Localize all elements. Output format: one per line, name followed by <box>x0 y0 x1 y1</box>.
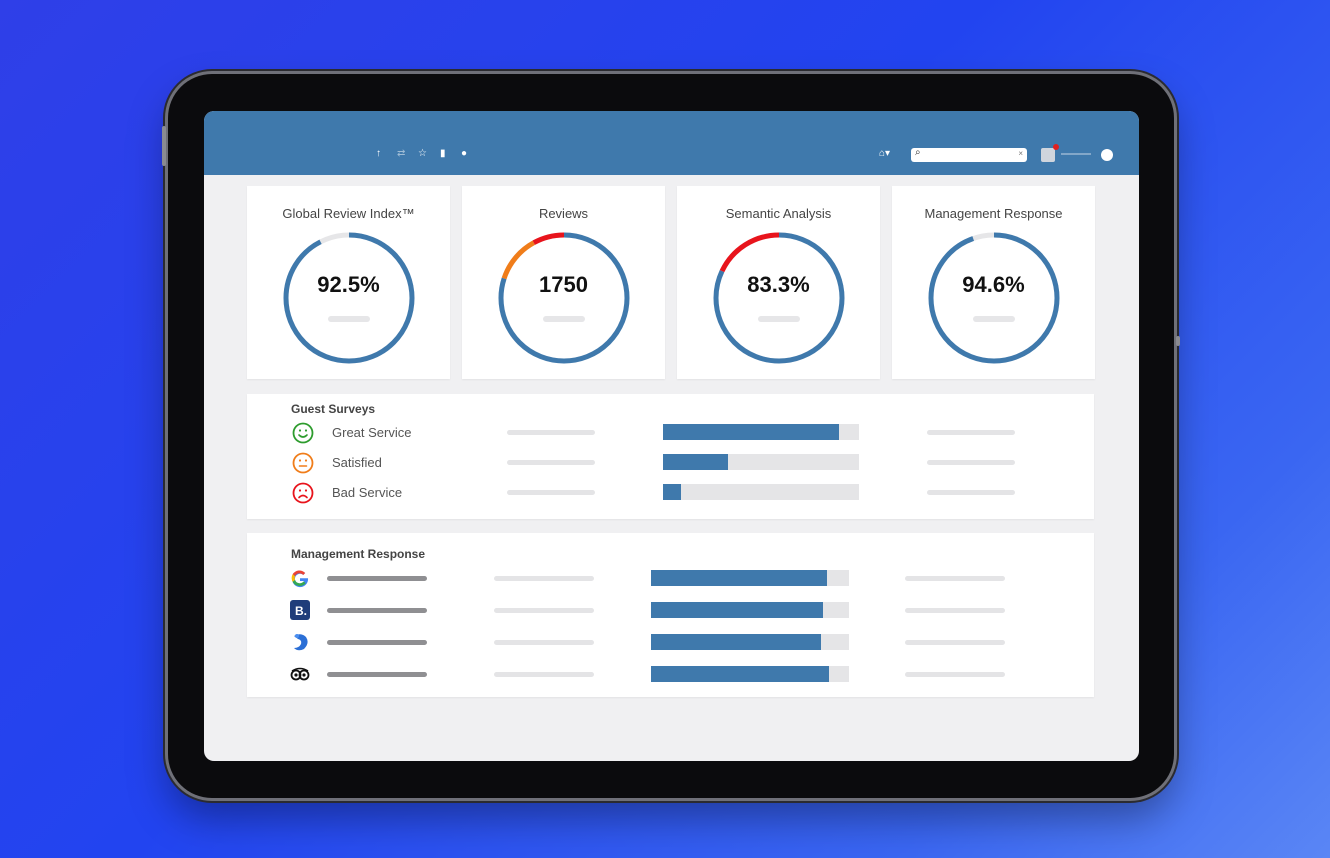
info-icon[interactable]: ● <box>461 148 468 159</box>
placeholder-text <box>507 460 595 465</box>
placeholder-text <box>927 430 1015 435</box>
gauge-arc <box>713 232 845 364</box>
kpi-gauge <box>498 232 630 364</box>
placeholder-text <box>494 640 594 645</box>
kpi-gauge <box>283 232 415 364</box>
response-bar <box>651 602 849 618</box>
kpi-value: 94.6% <box>962 272 1025 297</box>
search-input[interactable]: ⌕ × <box>911 147 1027 162</box>
cart-icon[interactable]: ⌂▾ <box>879 148 891 159</box>
clear-icon[interactable]: × <box>1018 149 1023 158</box>
response-bar <box>651 570 849 586</box>
kpi-subtext-placeholder <box>543 316 585 322</box>
tablet-frame: ↑ ⇄ ☆ ▮ ● ⌂▾ ⌕ × Global Review Index™ 92.… <box>162 74 1180 798</box>
kpi-subtext-placeholder <box>328 316 370 322</box>
source-name-placeholder <box>327 576 427 581</box>
source-name-placeholder <box>327 608 427 613</box>
kpi-card[interactable]: Global Review Index™ 92.5% <box>247 186 450 379</box>
search-icon: ⌕ <box>915 147 921 158</box>
placeholder-text <box>494 608 594 613</box>
response-bar-fill <box>651 666 830 682</box>
response-bar-fill <box>651 634 822 650</box>
notification-badge <box>1053 144 1059 150</box>
svg-text:B.: B. <box>295 604 307 618</box>
app-screen: ↑ ⇄ ☆ ▮ ● ⌂▾ ⌕ × Global Review Index™ 92.… <box>204 111 1139 761</box>
survey-bar <box>663 424 859 440</box>
survey-bar <box>663 454 859 470</box>
kpi-title: Global Review Index™ <box>282 206 415 221</box>
source-name-placeholder <box>327 672 427 677</box>
response-bar-fill <box>651 570 828 586</box>
tablet-button <box>162 126 166 166</box>
kpi-value: 1750 <box>539 272 588 297</box>
placeholder-text <box>905 640 1005 645</box>
tablet-camera <box>1176 336 1180 346</box>
top-nav-bar: ↑ ⇄ ☆ ▮ ● ⌂▾ ⌕ × <box>204 111 1139 175</box>
kpi-card[interactable]: Management Response 94.6% <box>892 186 1095 379</box>
placeholder-text <box>494 672 594 677</box>
kpi-title: Management Response <box>924 206 1063 221</box>
survey-bar <box>663 484 859 500</box>
link-icon[interactable]: ⇄ <box>397 148 406 159</box>
guest-surveys-panel: Guest Surveys Great Service Satisfied Ba… <box>247 394 1094 519</box>
placeholder-text <box>905 672 1005 677</box>
placeholder-text <box>494 576 594 581</box>
user-name <box>1061 153 1091 155</box>
survey-label: Bad Service <box>332 485 403 500</box>
placeholder-text <box>507 430 595 435</box>
source-name-placeholder <box>327 640 427 645</box>
response-bar <box>651 666 849 682</box>
kpi-value: 83.3% <box>747 272 810 297</box>
survey-bar-fill <box>663 454 728 470</box>
management-response-panel: Management Response B. <box>247 533 1094 697</box>
placeholder-text <box>927 460 1015 465</box>
kpi-title: Reviews <box>538 206 589 221</box>
placeholder-text <box>905 576 1005 581</box>
response-bar <box>651 634 849 650</box>
avatar[interactable] <box>1041 148 1055 162</box>
kpi-value: 92.5% <box>317 272 380 297</box>
survey-label: Great Service <box>332 425 412 440</box>
kpi-subtext-placeholder <box>973 316 1015 322</box>
upload-icon[interactable]: ↑ <box>376 148 381 159</box>
kpi-subtext-placeholder <box>758 316 800 322</box>
placeholder-text <box>507 490 595 495</box>
kpi-card[interactable]: Semantic Analysis 83.3% <box>677 186 880 379</box>
kpi-title: Semantic Analysis <box>725 206 832 221</box>
survey-bar-fill <box>663 484 681 500</box>
kpi-gauge <box>713 232 845 364</box>
gauge-arc <box>283 232 415 364</box>
placeholder-text <box>927 490 1015 495</box>
placeholder-text <box>905 608 1005 613</box>
gauge-arc <box>498 232 630 364</box>
guest-surveys-title: Guest Surveys <box>291 402 376 416</box>
management-response-title: Management Response <box>291 547 426 561</box>
survey-label: Satisfied <box>332 455 382 470</box>
gauge-arc <box>928 232 1060 364</box>
kpi-card[interactable]: Reviews 1750 <box>462 186 665 379</box>
star-icon[interactable]: ☆ <box>418 148 427 159</box>
survey-bar-fill <box>663 424 840 440</box>
theme-toggle[interactable] <box>1101 149 1113 161</box>
bell-icon[interactable]: ▮ <box>440 148 446 159</box>
response-bar-fill <box>651 602 824 618</box>
kpi-gauge <box>928 232 1060 364</box>
